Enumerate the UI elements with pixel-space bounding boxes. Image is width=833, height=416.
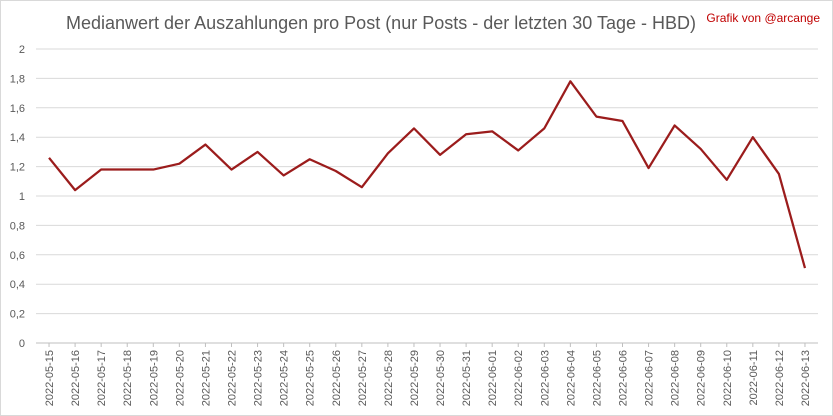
y-tick-label: 1,6 — [10, 103, 25, 115]
x-tick-label: 2022-05-17 — [96, 350, 108, 406]
data-point — [411, 126, 416, 131]
y-tick-label: 2 — [19, 44, 25, 56]
data-point — [203, 142, 208, 147]
x-tick-label: 2022-06-05 — [591, 350, 603, 406]
data-point — [776, 171, 781, 176]
data-point — [724, 177, 729, 182]
x-tick-label: 2022-05-30 — [435, 350, 447, 406]
data-point — [229, 167, 234, 172]
data-point — [594, 114, 599, 119]
x-tick-label: 2022-06-01 — [487, 350, 499, 406]
data-point — [333, 169, 338, 174]
data-point — [73, 188, 78, 193]
x-tick-label: 2022-06-07 — [644, 350, 656, 406]
x-tick-label: 2022-06-04 — [565, 350, 577, 406]
x-tick-label: 2022-05-24 — [279, 350, 291, 406]
y-tick-label: 0 — [19, 338, 25, 350]
x-tick-label: 2022-05-18 — [122, 350, 134, 406]
x-tick-label: 2022-06-12 — [774, 350, 786, 406]
data-point — [177, 161, 182, 166]
y-tick-label: 1,8 — [10, 73, 25, 85]
x-tick-label: 2022-06-08 — [670, 350, 682, 406]
data-point — [281, 173, 286, 178]
x-tick-label: 2022-06-10 — [722, 350, 734, 406]
data-point — [438, 152, 443, 157]
data-point — [125, 167, 130, 172]
x-tick-label: 2022-05-23 — [253, 350, 265, 406]
y-tick-label: 0,2 — [10, 309, 25, 321]
data-point — [307, 157, 312, 162]
data-point — [359, 185, 364, 190]
data-point — [672, 123, 677, 128]
x-tick-label: 2022-06-11 — [748, 350, 760, 405]
series-layer — [47, 79, 807, 271]
data-point — [99, 167, 104, 172]
data-point — [516, 148, 521, 153]
data-point — [620, 119, 625, 124]
x-tick-label: 2022-05-28 — [383, 350, 395, 406]
x-tick-label: 2022-05-31 — [461, 350, 473, 406]
y-tick-label: 1,2 — [10, 162, 25, 174]
data-point — [568, 79, 573, 84]
y-tick-label: 0,8 — [10, 220, 25, 232]
x-tick-label: 2022-05-29 — [409, 350, 421, 406]
x-tick-label: 2022-05-21 — [200, 350, 212, 406]
data-point — [47, 155, 52, 160]
x-tick-label: 2022-05-27 — [357, 350, 369, 406]
chart-title: Medianwert der Auszahlungen pro Post (nu… — [66, 13, 696, 33]
y-tick-label: 1,4 — [10, 132, 25, 144]
y-tick-label: 0,6 — [10, 250, 25, 262]
data-point — [802, 266, 807, 271]
x-tick-label: 2022-05-25 — [305, 350, 317, 406]
x-tick-label: 2022-06-02 — [513, 350, 525, 406]
data-point — [151, 167, 156, 172]
data-point — [750, 135, 755, 140]
x-tick-label: 2022-06-06 — [618, 350, 630, 406]
x-tick-label: 2022-06-03 — [539, 350, 551, 406]
data-point — [646, 166, 651, 171]
x-tick-label: 2022-05-19 — [148, 350, 160, 406]
gridlines — [36, 48, 818, 344]
y-tick-label: 1 — [19, 191, 25, 203]
data-point — [385, 151, 390, 156]
chart-credit: Grafik von @arcange — [706, 11, 820, 25]
x-tick-label: 2022-05-16 — [70, 350, 82, 406]
x-tick-label: 2022-06-13 — [800, 350, 812, 406]
data-point — [490, 129, 495, 134]
y-tick-label: 0,4 — [10, 279, 25, 291]
x-tick-label: 2022-05-26 — [331, 350, 343, 406]
data-point — [255, 149, 260, 154]
x-tick-label: 2022-05-20 — [174, 350, 186, 406]
data-point — [698, 146, 703, 151]
x-tick-label: 2022-05-15 — [44, 350, 56, 406]
x-tick-label: 2022-05-22 — [227, 350, 239, 406]
x-tick-label: 2022-06-09 — [696, 350, 708, 406]
x-axis-ticks: 2022-05-15 2022-05-16 2022-05-17 2022-05-18… — [44, 343, 812, 406]
data-point — [542, 126, 547, 131]
series-line — [48, 80, 807, 269]
y-axis-ticks: 0 0,2 0,4 0,6 0,8 1 1,2 1,4 1,6 1,8 2 — [10, 44, 25, 350]
data-point — [464, 132, 469, 137]
